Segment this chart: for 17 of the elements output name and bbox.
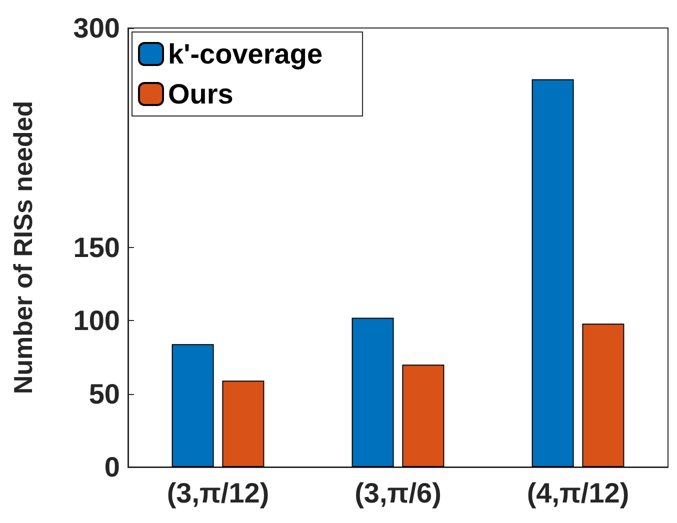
y-axis-title: Number of RISs needed xyxy=(8,100,38,394)
bar xyxy=(352,318,394,467)
legend-label: k'-coverage xyxy=(168,38,323,70)
y-tick-label: 50 xyxy=(88,378,120,410)
y-tick-label: 100 xyxy=(73,305,120,336)
x-tick-label: (4,π/12) xyxy=(526,478,630,508)
bar xyxy=(402,364,444,467)
x-tick-label: (3,π/6) xyxy=(354,478,442,508)
bar xyxy=(532,79,574,467)
bar xyxy=(582,324,624,467)
y-tick-label: 300 xyxy=(73,12,120,44)
x-tick-label: (3,π/12) xyxy=(166,478,270,508)
y-tick-label: 0 xyxy=(104,452,120,482)
legend-label: Ours xyxy=(168,78,234,110)
bar xyxy=(222,380,264,467)
y-tick-label: 150 xyxy=(73,232,120,263)
bar xyxy=(172,344,214,467)
